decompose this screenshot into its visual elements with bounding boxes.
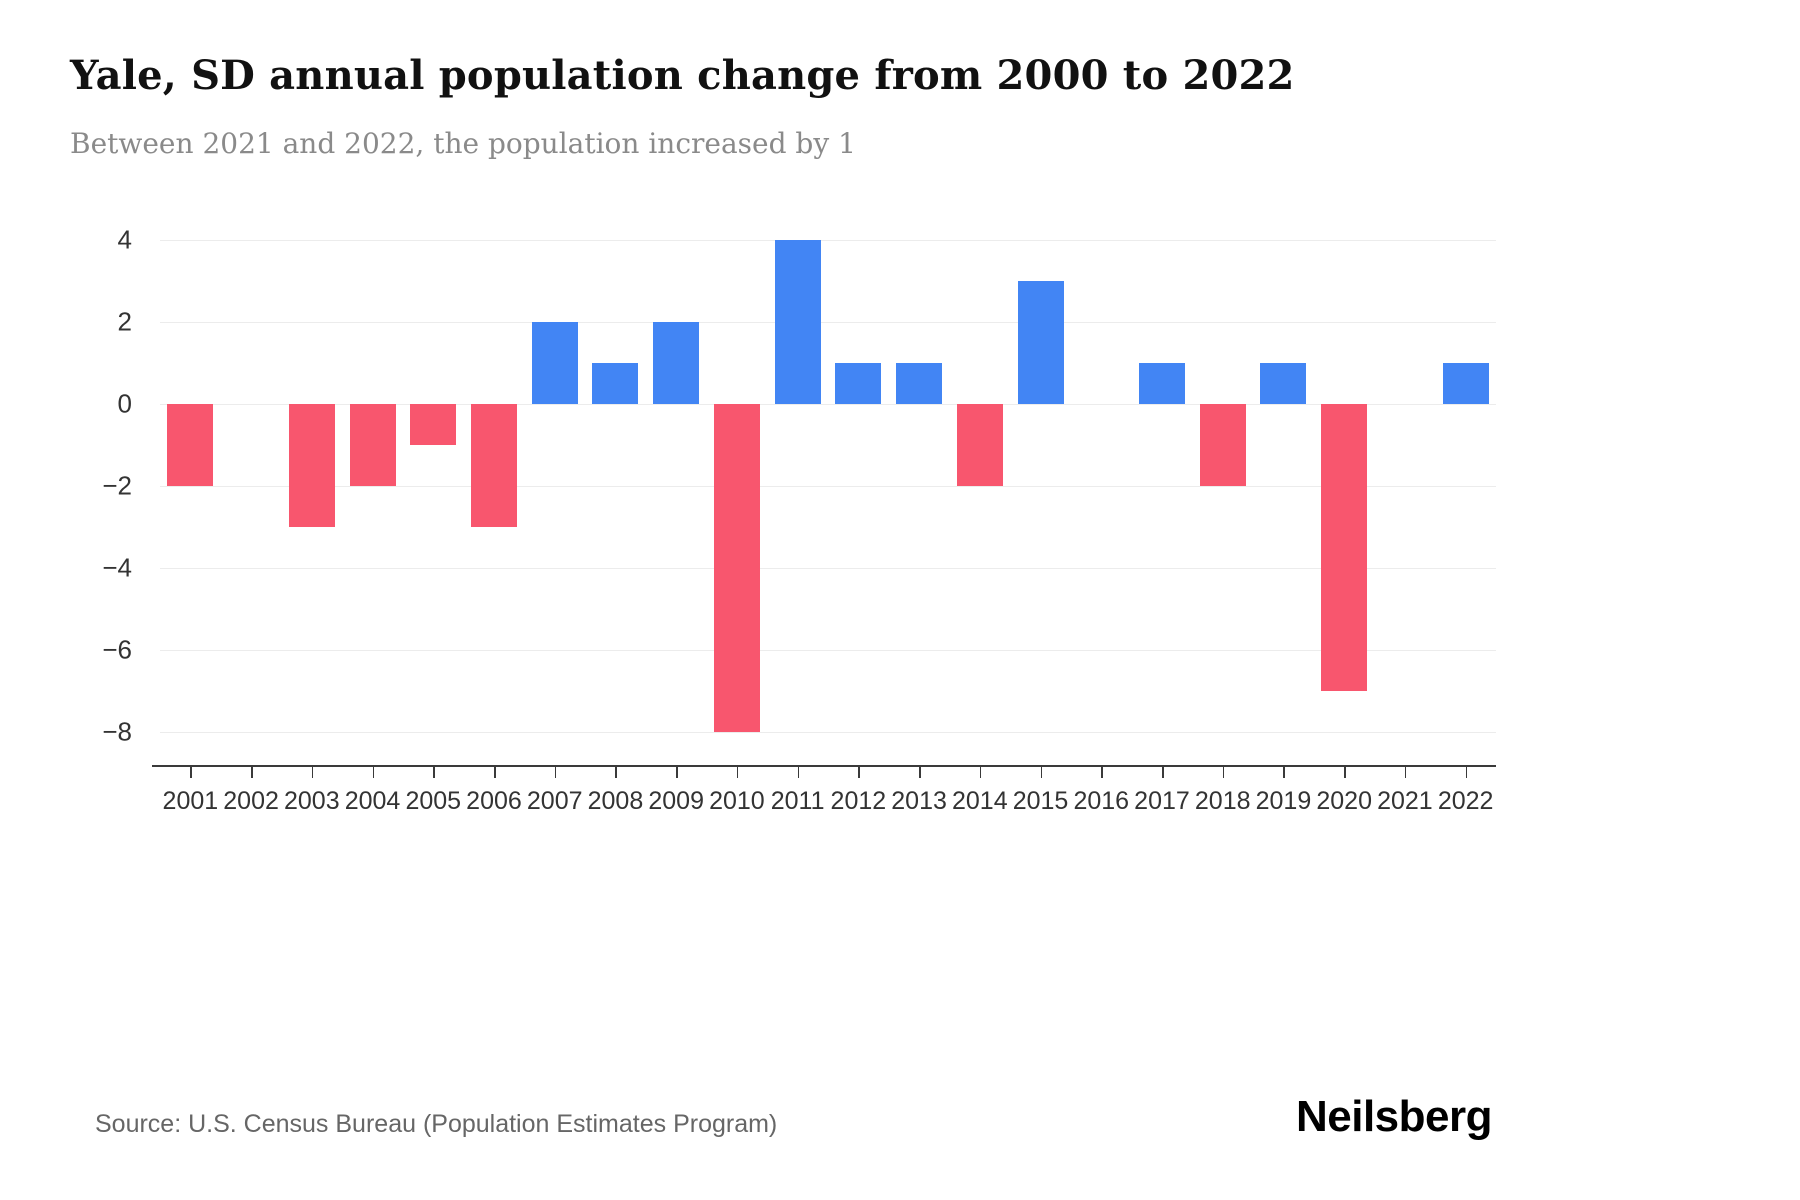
y-tick-label-4: 4 <box>117 224 132 255</box>
bar-2015 <box>1017 281 1064 404</box>
y-tick-label--4: −4 <box>102 552 132 583</box>
x-tick-label-2007: 2007 <box>526 787 583 815</box>
x-tick-label-2010: 2010 <box>709 787 765 815</box>
x-tick-2002 <box>251 765 253 778</box>
x-axis-line <box>152 765 1496 767</box>
x-tick-label-2004: 2004 <box>344 787 401 815</box>
neilsberg-logo: Neilsberg <box>1295 1092 1493 1141</box>
y-tick-label-0: 0 <box>117 388 132 419</box>
x-tick-label-2020: 2020 <box>1316 787 1372 815</box>
gridline-y--6 <box>160 650 1496 651</box>
bar-2013 <box>896 363 943 404</box>
bar-2022 <box>1442 363 1489 404</box>
x-tick-2011 <box>797 765 800 778</box>
bar-2007 <box>531 322 578 404</box>
x-tick-label-2013: 2013 <box>891 787 947 815</box>
y-tick-label--8: −8 <box>102 716 132 747</box>
gridline-y-4 <box>160 240 1496 241</box>
x-tick-2008 <box>615 765 617 778</box>
x-tick-label-2014: 2014 <box>952 787 1008 815</box>
x-tick-2020 <box>1344 765 1346 778</box>
page-title: Yale, SD annual population change from 2… <box>70 52 1295 99</box>
x-tick-label-2019: 2019 <box>1255 787 1312 815</box>
y-tick-label-2: 2 <box>117 306 132 337</box>
x-tick-label-2022: 2022 <box>1437 787 1494 815</box>
page-subtitle: Between 2021 and 2022, the population in… <box>70 127 856 160</box>
bar-2001 <box>167 404 214 486</box>
bar-2009 <box>653 322 700 404</box>
gridline-y--4 <box>160 568 1496 569</box>
x-tick-2017 <box>1162 765 1164 778</box>
x-tick-label-2009: 2009 <box>648 787 704 815</box>
bar-2010 <box>713 404 760 732</box>
x-tick-label-2016: 2016 <box>1073 787 1130 815</box>
chart-footer: Source: U.S. Census Bureau (Population E… <box>0 1070 1800 1200</box>
bar-2020 <box>1321 404 1368 691</box>
x-tick-label-2006: 2006 <box>466 787 522 815</box>
bar-2008 <box>592 363 639 404</box>
gridline-y--8 <box>160 732 1496 733</box>
bar-2012 <box>835 363 882 404</box>
x-tick-label-2011: 2011 <box>770 787 825 815</box>
x-tick-2010 <box>736 765 739 778</box>
x-tick-2018 <box>1222 765 1225 778</box>
x-tick-label-2018: 2018 <box>1194 787 1251 815</box>
bar-2005 <box>410 404 457 445</box>
x-tick-2003 <box>311 765 314 778</box>
x-tick-2013 <box>919 765 921 778</box>
x-tick-2014 <box>979 765 982 778</box>
x-tick-label-2001: 2001 <box>162 787 219 815</box>
x-tick-label-2003: 2003 <box>284 787 340 815</box>
y-axis: 4 2 0 −2 −4 −6 −8 <box>0 216 148 816</box>
x-tick-label-2012: 2012 <box>830 787 887 815</box>
x-tick-2004 <box>372 765 375 778</box>
x-tick-label-2017: 2017 <box>1134 787 1190 815</box>
gridline-y--2 <box>160 486 1496 487</box>
bar-2014 <box>956 404 1003 486</box>
x-tick-2007 <box>554 765 557 778</box>
x-tick-label-2002: 2002 <box>223 787 279 815</box>
y-tick-label--2: −2 <box>102 470 132 501</box>
gridline-y-0 <box>160 404 1496 405</box>
x-tick-label-2008: 2008 <box>587 787 644 815</box>
x-tick-label-2021: 2021 <box>1377 787 1433 815</box>
bar-2011 <box>774 240 821 404</box>
bar-chart: 4 2 0 −2 −4 −6 −8 2001 2002 2003 2004 2005 2006 2007… <box>0 216 1800 856</box>
bar-2018 <box>1199 404 1246 486</box>
bar-2019 <box>1260 363 1307 404</box>
x-tick-2021 <box>1404 765 1407 778</box>
x-tick-2005 <box>433 765 435 778</box>
plot-area: 2001 2002 2003 2004 2005 2006 2007 2008 2009 2010… <box>152 216 1496 856</box>
x-tick-label-2015: 2015 <box>1012 787 1069 815</box>
source-attribution: Source: U.S. Census Bureau (Population E… <box>95 1110 778 1138</box>
gridline-y-2 <box>160 322 1496 323</box>
y-tick-label--6: −6 <box>102 634 132 665</box>
x-tick-2006 <box>494 765 496 778</box>
x-tick-2001 <box>190 765 192 778</box>
x-tick-2012 <box>858 765 860 778</box>
bar-2017 <box>1139 363 1185 404</box>
x-tick-2009 <box>676 765 678 778</box>
bar-2004 <box>349 404 396 486</box>
x-tick-label-2005: 2005 <box>405 787 462 815</box>
bar-2006 <box>471 404 517 527</box>
x-tick-2015 <box>1040 765 1043 778</box>
chart-header: Yale, SD annual population change from 2… <box>0 0 1800 160</box>
bar-2003 <box>288 404 335 527</box>
x-tick-2019 <box>1283 765 1285 778</box>
x-tick-2016 <box>1101 765 1103 778</box>
x-tick-2022 <box>1465 765 1468 778</box>
